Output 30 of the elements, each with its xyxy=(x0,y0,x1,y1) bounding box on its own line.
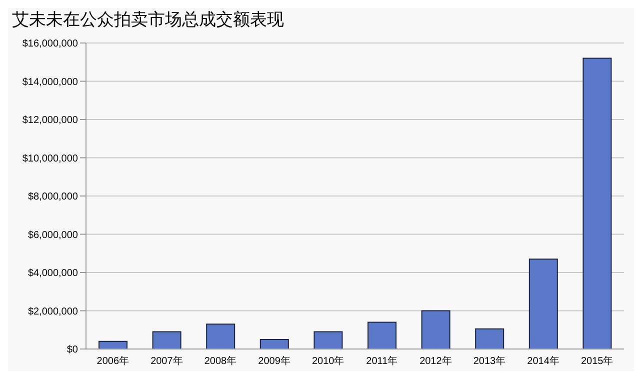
x-tick-label: 2012年 xyxy=(420,355,452,368)
x-tick-label: 2014年 xyxy=(527,355,560,368)
x-tick-label: 2010年 xyxy=(312,355,344,368)
x-tick-label: 2009年 xyxy=(258,355,290,368)
x-tick-label: 2015年 xyxy=(580,355,614,368)
y-tick-label: $10,000,000 xyxy=(22,153,78,164)
bar xyxy=(421,310,450,349)
bar xyxy=(260,338,289,349)
y-tick-label: $8,000,000 xyxy=(28,192,78,203)
x-tick-label: 2013年 xyxy=(473,355,506,368)
y-tick-label: $16,000,000 xyxy=(22,38,78,50)
y-tick-label: $2,000,000 xyxy=(28,306,78,318)
bar xyxy=(475,328,504,349)
bar xyxy=(152,331,182,349)
x-tick-label: 2007年 xyxy=(150,355,183,368)
y-tick-label: $4,000,000 xyxy=(28,268,78,280)
x-tick-label: 2011年 xyxy=(366,355,398,368)
bar xyxy=(368,322,396,349)
chart-title: 艾未未在公众拍卖市场总成交额表现 xyxy=(11,9,285,31)
x-tick-label: 2008年 xyxy=(204,355,237,368)
y-tick-label: $14,000,000 xyxy=(22,76,78,88)
bar xyxy=(582,58,612,349)
y-tick-label: $6,000,000 xyxy=(28,230,78,241)
y-tick-label: $12,000,000 xyxy=(22,115,78,126)
bar xyxy=(206,324,236,349)
y-tick-label: $0 xyxy=(66,344,78,356)
bar xyxy=(314,331,343,349)
bar xyxy=(98,340,128,349)
bar xyxy=(528,258,558,349)
x-tick-label: 2006年 xyxy=(96,355,130,368)
